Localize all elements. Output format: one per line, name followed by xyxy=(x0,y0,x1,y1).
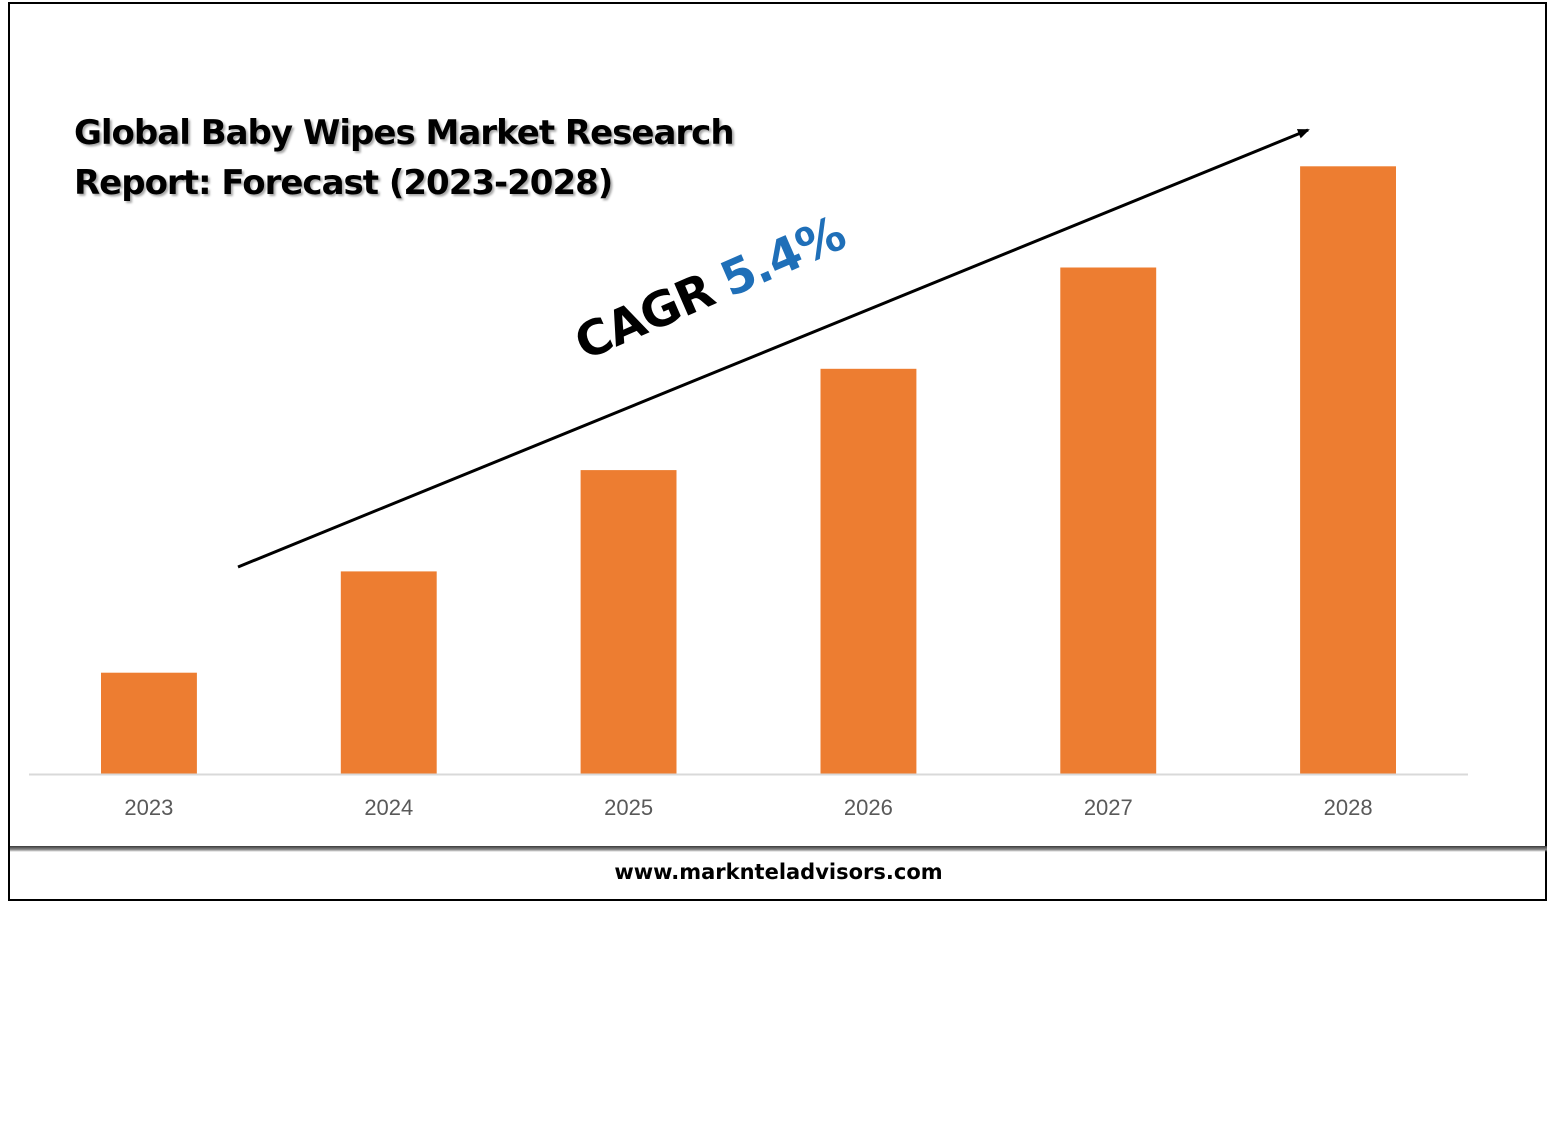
chart-title: Global Baby Wipes Market Research Report… xyxy=(74,113,735,203)
chart-frame xyxy=(8,2,1547,901)
bars-group xyxy=(101,166,1396,775)
x-tick-label-2026: 2026 xyxy=(844,795,893,820)
bar-2024 xyxy=(340,571,437,774)
bar-2027 xyxy=(1060,267,1157,774)
trend-arrow xyxy=(237,128,1310,569)
bar-2026 xyxy=(820,368,917,774)
x-axis-ticks: 2023 2024 2025 2026 2027 2028 xyxy=(124,795,1372,820)
footer-url: www.marknteladvisors.com xyxy=(614,860,943,884)
bar-2025 xyxy=(580,470,677,774)
bar-2023 xyxy=(101,672,197,774)
x-tick-label-2025: 2025 xyxy=(604,795,653,820)
bar-2028 xyxy=(1300,166,1396,775)
footer-divider xyxy=(10,846,1547,852)
x-tick-label-2023: 2023 xyxy=(124,795,173,820)
x-tick-label-2024: 2024 xyxy=(364,795,413,820)
x-tick-label-2027: 2027 xyxy=(1084,795,1133,820)
x-tick-label-2028: 2028 xyxy=(1324,795,1373,820)
